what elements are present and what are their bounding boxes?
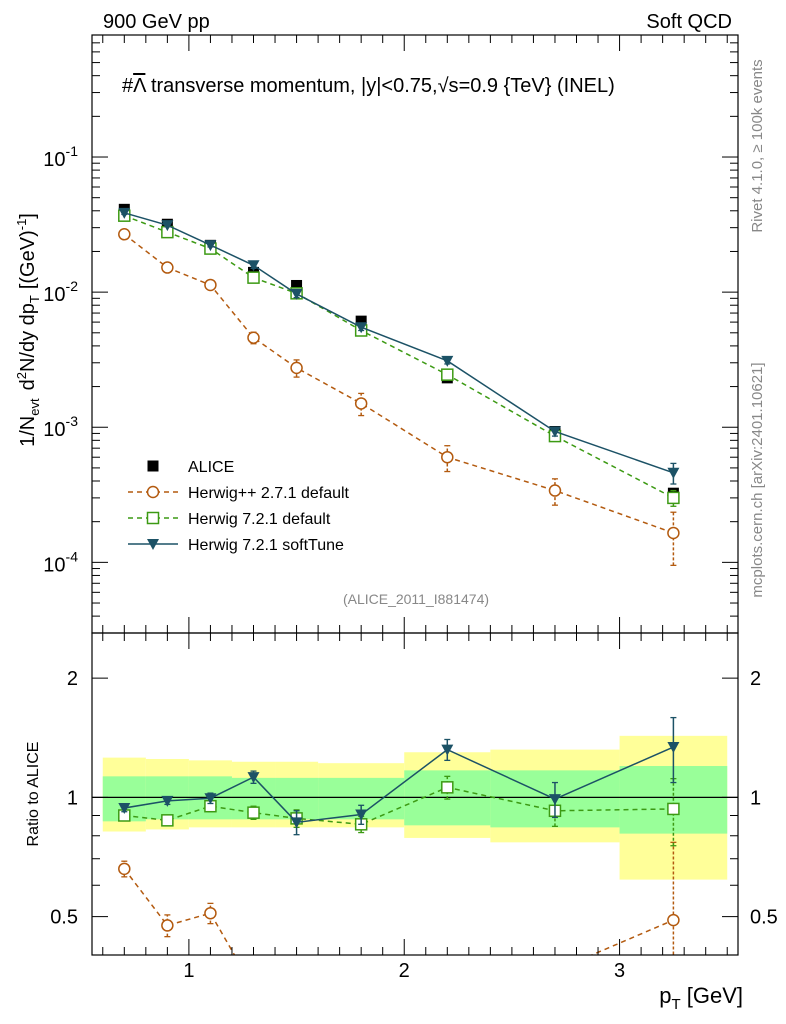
series-alice xyxy=(118,203,679,499)
ratio-point xyxy=(161,795,174,807)
legend-item: ALICE xyxy=(147,459,234,476)
data-point xyxy=(161,261,174,274)
header-right-label: Soft QCD xyxy=(646,11,732,33)
ratio-series-herwig-2-7-1-default xyxy=(118,841,680,994)
data-point xyxy=(355,315,367,327)
data-point xyxy=(118,207,131,219)
ratio-y-axis-label: Ratio to ALICE xyxy=(25,742,42,847)
ratio-y-tick-label-left: 0.5 xyxy=(50,907,78,929)
ratio-frame xyxy=(91,632,739,956)
x-tick-label: 2 xyxy=(399,960,410,982)
data-point xyxy=(247,331,260,344)
y-tick-label: 10-3 xyxy=(43,413,78,441)
legend-item: Herwig 7.2.1 softTune xyxy=(128,537,344,554)
data-point xyxy=(291,279,303,291)
header-left-label: 900 GeV pp xyxy=(103,11,210,33)
data-point xyxy=(161,220,174,232)
ratio-line xyxy=(123,868,674,955)
legend-item: Herwig++ 2.7.1 default xyxy=(128,485,350,502)
rivet-version-label: Rivet 4.1.0, ≥ 100k events xyxy=(749,59,766,232)
data-point xyxy=(204,278,217,292)
data-point xyxy=(441,355,454,367)
ratio-y-tick-label-left: 1 xyxy=(67,787,78,809)
data-point xyxy=(441,368,454,381)
main-panel: 10-1 10-2 10-3 10-4 #Λ transverse momentum,… xyxy=(14,34,739,634)
series-line xyxy=(123,233,674,534)
data-point xyxy=(667,526,680,540)
ratio-panel: 0.5 0.5 1 1 2 2 1 2 3 Ratio to ALICE pT [GeV] xyxy=(25,632,778,1013)
data-point xyxy=(118,228,131,241)
mcplots-label: mcplots.cern.ch [arXiv:2401.10621] xyxy=(749,362,766,597)
data-point xyxy=(247,271,260,284)
x-tick-label: 3 xyxy=(614,960,625,982)
data-point xyxy=(548,426,561,438)
ratio-point xyxy=(204,906,217,920)
ratio-point xyxy=(667,742,680,754)
main-y-axis-label: 1/Nevtd2N/dy dpT[(GeV)-1] xyxy=(14,213,42,447)
data-point xyxy=(667,491,680,505)
series-herwig-7-2-1-softtune xyxy=(118,207,680,485)
ratio-y-tick-label-right: 2 xyxy=(750,668,761,690)
x-tick-label: 1 xyxy=(183,960,194,982)
y-tick-label: 10-2 xyxy=(43,278,78,306)
data-point xyxy=(354,397,368,410)
series-herwig-2-7-1-default xyxy=(118,228,680,567)
lambda-bar-symbol: Λ xyxy=(133,75,147,97)
y-tick-label: 10-1 xyxy=(43,143,78,171)
ratio-point xyxy=(548,794,561,806)
ratio-point xyxy=(290,817,303,829)
ratio-point xyxy=(248,983,259,994)
ratio-point xyxy=(161,814,174,827)
x-axis-label: pT [GeV] xyxy=(659,983,743,1013)
legend-label: Herwig 7.2.1 softTune xyxy=(188,537,344,554)
sqrt-s-symbol: √s xyxy=(438,75,459,97)
ratio-point xyxy=(204,793,217,805)
series-line xyxy=(124,214,674,499)
data-point xyxy=(247,260,260,272)
ratio-point xyxy=(549,965,560,976)
legend-marker xyxy=(146,485,160,499)
legend-label: ALICE xyxy=(188,459,234,476)
ratio-point xyxy=(667,913,680,927)
ratio-point xyxy=(441,744,454,756)
data-point xyxy=(441,450,454,464)
ratio-point xyxy=(247,806,260,819)
y-tick-label: 10-4 xyxy=(43,548,78,576)
ratio-point xyxy=(667,802,680,816)
ratio-point xyxy=(355,809,368,821)
ratio-point xyxy=(118,862,131,876)
ratio-y-tick-label-right: 1 xyxy=(750,787,761,809)
legend-marker xyxy=(146,511,160,525)
ratio-y-tick-label-left: 2 xyxy=(67,668,78,690)
chart-title: #Λ transverse momentum, |y|<0.75,√s=0.9 … xyxy=(122,75,615,97)
ratio-point xyxy=(247,772,260,784)
data-point xyxy=(290,361,303,375)
ratio-y-tick-label-right: 0.5 xyxy=(750,907,778,929)
legend-marker xyxy=(147,539,159,550)
data-point xyxy=(204,240,217,252)
data-point xyxy=(548,484,562,497)
analysis-watermark: (ALICE_2011_I881474) xyxy=(343,591,489,607)
data-point xyxy=(290,288,303,300)
legend: ALICE Herwig++ 2.7.1 default Herwig 7.2.1 … xyxy=(128,459,350,554)
ratio-series-herwig-7-2-1-softtune xyxy=(118,716,680,836)
legend-label: Herwig 7.2.1 default xyxy=(188,511,331,528)
legend-label: Herwig++ 2.7.1 default xyxy=(188,485,350,502)
legend-marker xyxy=(147,460,159,472)
ratio-point xyxy=(118,803,131,815)
data-point xyxy=(355,322,368,334)
legend-item: Herwig 7.2.1 default xyxy=(128,511,331,528)
data-point xyxy=(667,467,680,479)
ratio-point xyxy=(441,781,454,794)
ratio-point xyxy=(161,919,174,932)
